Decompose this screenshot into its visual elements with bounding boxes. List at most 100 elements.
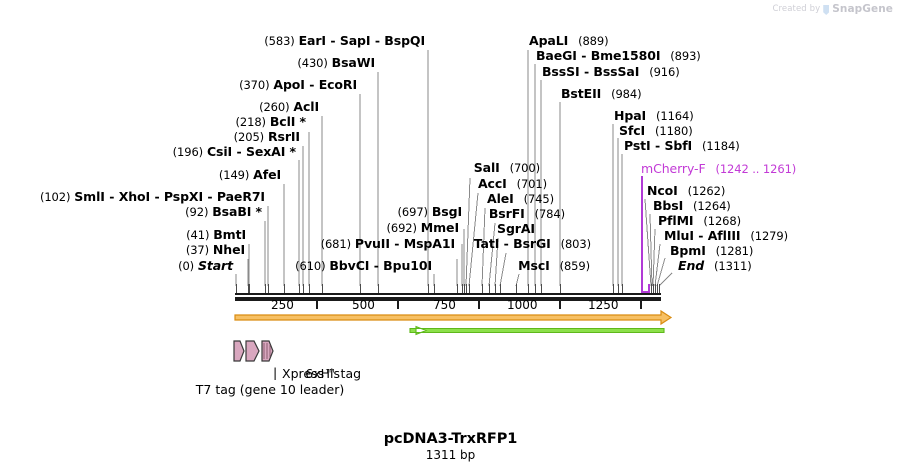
site-position-893: (893) [670, 49, 701, 63]
primer-range-text: (1242 .. 1261) [715, 162, 797, 176]
site-position-610: (610) [295, 259, 326, 273]
cut-tick-41 [249, 284, 250, 294]
enzyme-bmtI: BmtI [213, 227, 246, 242]
axis-tick-750 [478, 301, 480, 309]
cut-tick-889 [528, 284, 529, 294]
enzyme-label-41: (41) BmtI [0, 227, 246, 243]
enzyme-label-205: (205) RsrII [0, 129, 300, 145]
cut-tick-1268 [655, 284, 656, 294]
snapgene-flag-icon [823, 5, 830, 15]
enzyme-sexAI: SexAI * [245, 144, 296, 159]
axis-tick-1000 [559, 301, 561, 309]
marker-start-text: Start [197, 258, 233, 273]
label-dash: - [309, 77, 315, 92]
cut-tick-859 [516, 284, 517, 294]
label-dash: - [330, 33, 336, 48]
enzyme-label-893: BaeGI - Bme1580I (893) [536, 49, 701, 64]
enzyme-afeI: AfeI [253, 167, 281, 182]
sequence-bar-top-line [235, 293, 661, 295]
marker-label-end: End (1311) [678, 258, 752, 274]
enzyme-bspQI: BspQI [384, 33, 425, 48]
cut-tick-1262 [651, 284, 652, 294]
site-position-260: (260) [259, 100, 290, 114]
cut-tick-1184 [622, 284, 623, 294]
enzyme-sgrAI: SgrAI [497, 221, 535, 236]
label-dash: - [373, 258, 379, 273]
axis-tick-label-1250: 1250 [588, 298, 619, 312]
enzyme-label-1264: BbsI (1264) [653, 199, 731, 214]
axis-tick-250 [316, 301, 318, 309]
label-dash: - [207, 189, 213, 204]
site-position-1264: (1264) [693, 199, 731, 213]
enzyme-bbvCI: BbvCI [329, 258, 370, 273]
site-position-859: (859) [559, 259, 591, 273]
enzyme-label-1268: PflMI (1268) [658, 213, 741, 229]
cut-tick-205 [303, 284, 304, 294]
tag-caption-xpress: Xpress™ tag [282, 366, 362, 381]
enzyme-label-37: (37) NheI [0, 243, 245, 258]
watermark-created-by-text: Created by [772, 4, 821, 14]
cut-tick-745 [482, 284, 483, 294]
site-position-1180: (1180) [654, 124, 693, 138]
site-position-583: (583) [264, 34, 295, 48]
sequence-bar [235, 297, 661, 301]
enzyme-rsrII: RsrII [267, 129, 300, 144]
site-position-92: (92) [185, 205, 209, 219]
enzyme-bsgI: BsgI [431, 204, 462, 219]
enzyme-label-984: BstEII (984) [561, 87, 642, 102]
site-position-1281: (1281) [715, 244, 754, 258]
site-position-196: (196) [172, 145, 204, 159]
enzyme-smlI: SmlI [74, 189, 105, 204]
cut-tick-1281 [659, 284, 660, 294]
enzyme-bpmI: BpmI [670, 243, 706, 258]
enzyme-sbfI: SbfI [664, 138, 693, 153]
enzyme-xhoI: XhoI [118, 189, 151, 204]
enzyme-label-916: BssSI - BssSaI (916) [542, 64, 680, 80]
enzyme-label-260: (260) AclI [0, 100, 319, 115]
enzyme-label-sgrAI: SgrAI [0, 222, 535, 236]
enzyme-label-692: (692) MmeI [0, 221, 459, 236]
enzyme-label-803: TatI - BsrGI (803) [0, 236, 591, 252]
cut-tick-92 [265, 284, 266, 294]
plasmid-size-label: 1311 bp [425, 448, 476, 462]
site-position-1262: (1262) [687, 184, 726, 198]
cut-tick-784 [489, 284, 490, 294]
enzyme-hpaI: HpaI [614, 108, 647, 123]
cut-tick-697 [464, 284, 465, 294]
cut-tick-803 [500, 284, 501, 294]
enzyme-label-681: (681) PvuII - MspA1I [0, 237, 456, 252]
site-position-37: (37) [185, 243, 210, 257]
enzyme-pflMI: PflMI [658, 213, 694, 228]
primer-label-mcherry-f: mCherry-F (1242 .. 1261) [641, 161, 797, 177]
cut-tick-218 [309, 284, 310, 294]
label-dash: - [503, 236, 509, 251]
tag-feature-glyphs [233, 340, 274, 362]
enzyme-bssSI: BssSI [542, 64, 580, 79]
enzyme-paeR7I: PaeR7I [216, 189, 265, 204]
enzyme-label-889: ApaLI (889) [529, 34, 609, 49]
green-feature-arrow [409, 325, 665, 336]
enzyme-label-610: (610) BbvCI - Bpu10I [0, 258, 432, 274]
site-position-218: (218) [235, 115, 267, 129]
cut-tick-430 [378, 284, 379, 294]
cut-tick-692 [462, 284, 463, 294]
enzyme-label-1164: HpaI (1164) [614, 108, 694, 124]
enzyme-label-92: (92) BsaBI * [0, 205, 262, 220]
label-dash: - [583, 64, 590, 79]
primer-name-text: mCherry-F [641, 161, 706, 176]
cut-tick-583 [428, 284, 429, 294]
enzyme-apoI: ApoI [273, 77, 305, 92]
cut-tick-916 [541, 284, 542, 294]
site-position-916: (916) [649, 65, 680, 79]
cut-tick-260 [322, 284, 323, 294]
axis-tick-label-1000: 1000 [507, 298, 538, 312]
axis-tick-1250 [640, 301, 642, 309]
enzyme-label-784: BsrFI (784) [0, 207, 565, 222]
axis-tick-500 [397, 301, 399, 309]
marker-end-text: End [678, 258, 705, 273]
site-position-430: (430) [297, 56, 328, 70]
site-position-889: (889) [578, 34, 609, 48]
enzyme-sfcI: SfcI [619, 123, 646, 138]
enzyme-label-1184: PstI - SbfI (1184) [624, 138, 740, 154]
